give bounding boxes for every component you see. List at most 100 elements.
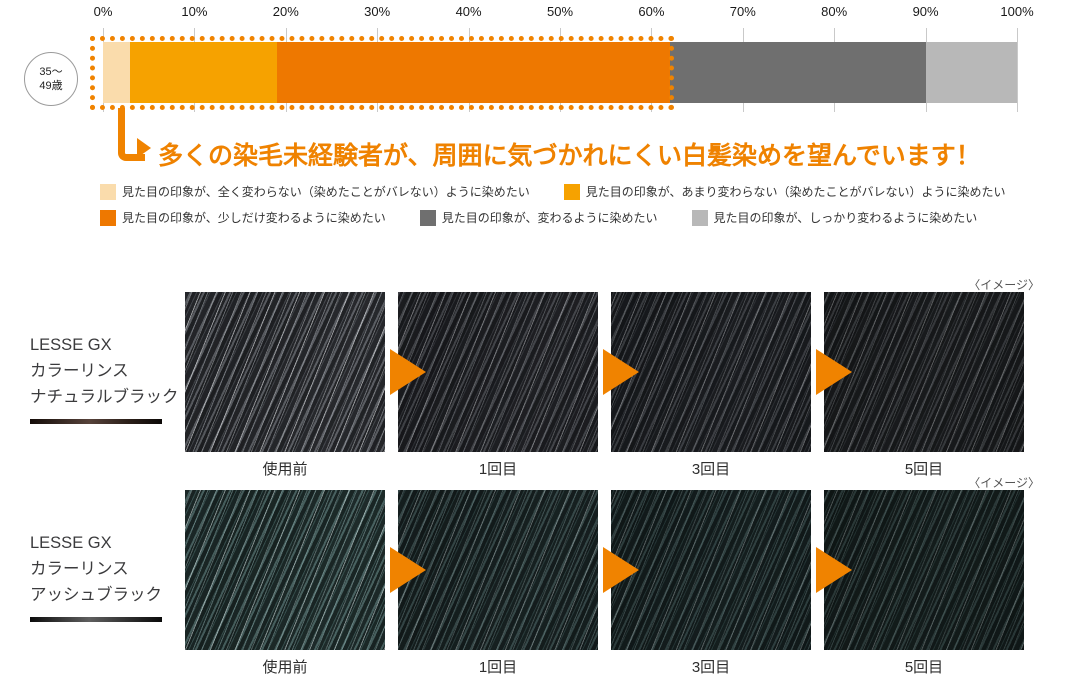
highlight-box (90, 36, 674, 110)
arrow-right-icon (603, 547, 639, 593)
bar-segment (103, 42, 131, 103)
stage-label: 使用前 (262, 659, 308, 676)
stage-label: 5回目 (904, 461, 944, 478)
legend-swatch (100, 183, 116, 200)
legend-label: 見た目の印象が、あまり変わらない（染めたことがバレない）ように染めたい (585, 185, 1006, 199)
stage-label: 1回目 (478, 461, 518, 478)
hair-swatch-5th (824, 490, 1024, 650)
axis-tick-label: 20% (272, 4, 299, 19)
stage-label: 1回目 (478, 659, 518, 676)
legend-item: 見た目の印象が、全く変わらない（染めたことがバレない）ように染めたい (100, 183, 530, 200)
hair-texture (398, 292, 598, 452)
stage-label: 3回目 (691, 461, 731, 478)
bar-segment (925, 42, 1017, 103)
product-name-line: ナチュラルブラック (30, 388, 179, 406)
hair-swatch-3rd (611, 292, 811, 452)
hair-swatch-1st (398, 490, 598, 650)
hair-texture (611, 490, 811, 650)
stage-labels: 使用前 1回目 3回目 5回目 (185, 458, 1024, 479)
hair-shade (185, 292, 385, 452)
age-group-line: 49歳 (39, 80, 63, 92)
hair-swatch-3rd (611, 490, 811, 650)
color-strip (30, 617, 162, 622)
arrow-right-icon (816, 349, 852, 395)
axis-tick-label: 30% (364, 4, 391, 19)
stage-labels: 使用前 1回目 3回目 5回目 (185, 656, 1024, 677)
hair-texture (185, 292, 385, 452)
hair-swatch-before (185, 292, 385, 452)
hair-shade (611, 292, 811, 452)
axis-tick-label: 80% (821, 4, 848, 19)
result-images (185, 490, 1024, 650)
axis-tick-label: 70% (729, 4, 756, 19)
legend-row: 見た目の印象が、全く変わらない（染めたことがバレない）ように染めたい 見た目の印象… (100, 183, 1006, 200)
gridline (1017, 28, 1018, 112)
hair-shade (398, 490, 598, 650)
legend-item: 見た目の印象が、少しだけ変わるように染めたい (100, 209, 386, 226)
product-name-line: LESSE GX (30, 336, 112, 354)
product-name-line: LESSE GX (30, 534, 112, 552)
legend-label: 見た目の印象が、しっかり変わるように染めたい (713, 211, 978, 225)
axis-tick-label: 90% (912, 4, 939, 19)
hair-shade (185, 490, 385, 650)
axis-tick-label: 50% (546, 4, 574, 19)
stage-label: 5回目 (904, 659, 944, 676)
stage-label: 3回目 (691, 659, 731, 676)
bar-segment (276, 42, 670, 103)
arrow-right-icon (390, 547, 426, 593)
arrow-right-icon (603, 349, 639, 395)
hair-texture (611, 292, 811, 452)
product-name-line: アッシュブラック (30, 586, 162, 604)
age-group-badge: 35〜 49歳 (24, 52, 78, 106)
image-note: 〈イメージ〉 (968, 476, 1040, 490)
legend-label: 見た目の印象が、変わるように染めたい (441, 211, 658, 225)
product-name: LESSE GX カラーリンス ナチュラルブラック (30, 332, 179, 424)
hair-texture (185, 490, 385, 650)
legend-swatch (100, 209, 116, 226)
arrow-right-icon (390, 349, 426, 395)
legend-swatch (691, 209, 708, 226)
image-note: 〈イメージ〉 (968, 278, 1040, 292)
legend-label: 見た目の印象が、全く変わらない（染めたことがバレない）ように染めたい (122, 185, 530, 199)
product-name-line: カラーリンス (30, 560, 129, 578)
age-group-line: 35〜 (39, 65, 63, 78)
hair-texture (824, 490, 1024, 650)
legend-label: 見た目の印象が、少しだけ変わるように染めたい (122, 211, 386, 225)
product-row-natural-black: 〈イメージ〉 LESSE GX カラーリンス ナチュラルブラック 使用前 1回目… (0, 270, 1065, 479)
plot-area (90, 28, 1018, 112)
bar-segment (130, 42, 277, 103)
legend-swatch (563, 183, 580, 200)
hair-swatch-5th (824, 292, 1024, 452)
product-name-line: カラーリンス (30, 362, 129, 380)
axis-tick-label: 0% (93, 4, 113, 19)
legend: 見た目の印象が、全く変わらない（染めたことがバレない）ように染めたい 見た目の印象… (100, 183, 1006, 226)
survey-chart: 0% 10% 20% 30% 40% 50% 60% 70% 80% 90% 100% 35〜 49… (0, 0, 1065, 270)
product-row-ash-black: 〈イメージ〉 LESSE GX カラーリンス アッシュブラック 使用前 1回目 … (0, 468, 1065, 677)
axis-tick-label: 40% (455, 4, 482, 19)
callout-arrow (118, 108, 154, 161)
legend-item: 見た目の印象が、しっかり変わるように染めたい (691, 209, 978, 226)
color-strip (30, 419, 162, 424)
bar-segment (669, 42, 926, 103)
hair-swatch-before (185, 490, 385, 650)
legend-item: 見た目の印象が、あまり変わらない（染めたことがバレない）ように染めたい (563, 183, 1006, 200)
hair-shade (611, 490, 811, 650)
axis-tick-label: 60% (638, 4, 665, 19)
stacked-bar (103, 42, 1017, 103)
axis-tick-label: 100% (1000, 4, 1034, 19)
stage-label: 使用前 (262, 461, 308, 478)
arrow-line (118, 108, 145, 161)
hair-texture (824, 292, 1024, 452)
legend-item: 見た目の印象が、変わるように染めたい (419, 209, 658, 226)
legend-row: 見た目の印象が、少しだけ変わるように染めたい 見た目の印象が、変わるように染めたい… (100, 209, 1006, 226)
callout-text: 多くの染毛未経験者が、周囲に気づかれにくい白髪染めを望んでいます！ (158, 142, 981, 170)
hair-shade (824, 490, 1024, 650)
axis-tick-label: 10% (181, 4, 208, 19)
hair-shade (398, 292, 598, 452)
x-axis: 0% 10% 20% 30% 40% 50% 60% 70% 80% 90% 100% (94, 4, 1034, 22)
hair-texture (398, 490, 598, 650)
arrow-right-icon (816, 547, 852, 593)
result-images (185, 292, 1024, 452)
product-name: LESSE GX カラーリンス アッシュブラック (30, 530, 162, 622)
